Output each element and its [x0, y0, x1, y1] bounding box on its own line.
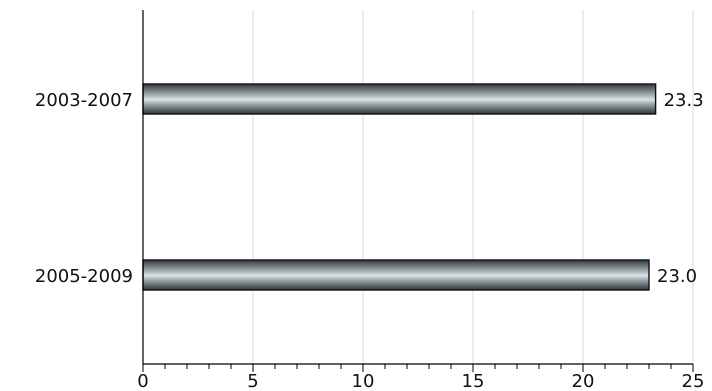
- value-label-2005-2009: 23.0: [657, 266, 697, 287]
- x-tick-label-25: 25: [682, 371, 705, 391]
- x-tick-label-0: 0: [137, 371, 148, 391]
- x-tick-label-20: 20: [572, 371, 595, 391]
- category-label-2005-2009: 2005-2009: [35, 266, 133, 287]
- category-label-2003-2007: 2003-2007: [35, 90, 133, 111]
- value-label-2003-2007: 23.3: [664, 90, 704, 111]
- bars: [142, 83, 657, 291]
- bar-2005-2009: [142, 259, 650, 291]
- bar-2003-2007: [142, 83, 657, 115]
- grid-lines: [252, 10, 694, 364]
- x-tick-label-10: 10: [352, 371, 375, 391]
- x-tick-label-5: 5: [247, 371, 258, 391]
- labels: 2003-2007 23.3 2005-2009 23.0 0 5 10 15 20 25: [35, 90, 705, 391]
- axes: [142, 10, 694, 372]
- x-tick-label-15: 15: [462, 371, 485, 391]
